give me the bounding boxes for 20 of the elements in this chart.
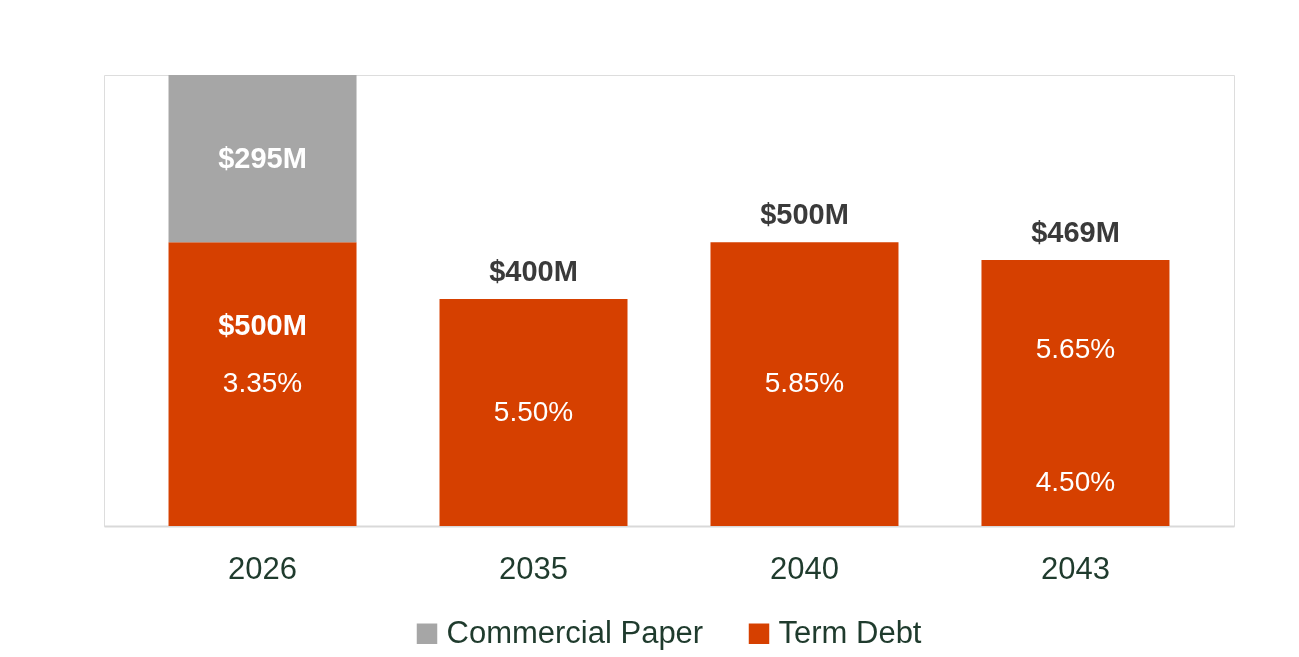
bar — [710, 242, 899, 526]
x-tick-label: 2040 — [770, 550, 839, 586]
legend-label: Commercial Paper — [446, 614, 704, 650]
bar — [168, 75, 357, 243]
x-tick-label: 2026 — [228, 550, 298, 586]
data-label: $295M — [218, 142, 307, 174]
annotation: 5.50% — [493, 395, 574, 427]
bar — [439, 299, 628, 526]
x-tick-label: 2035 — [499, 550, 568, 586]
annotation: 5.85% — [764, 367, 845, 399]
data-label: $500M — [760, 198, 849, 231]
total-label: $469M — [1031, 215, 1120, 248]
bar — [168, 242, 357, 526]
data-label: $400M — [489, 255, 578, 288]
legend-label: Term Debt — [778, 614, 922, 650]
x-tick-label: 2043 — [1040, 550, 1110, 586]
annotation: 3.35% — [222, 367, 303, 399]
annotation: 5.65% — [1035, 333, 1116, 365]
annotation: 4.50% — [1035, 466, 1116, 498]
data-label: $500M — [218, 309, 307, 342]
